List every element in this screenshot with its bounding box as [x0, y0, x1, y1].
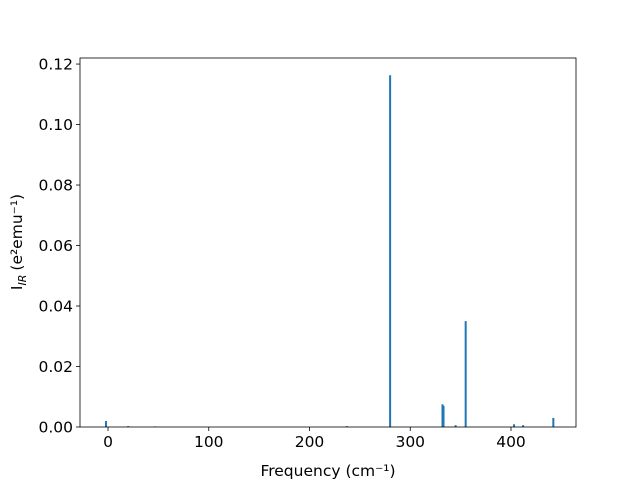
y-tick-label: 0.08	[38, 177, 73, 195]
bar	[513, 424, 516, 427]
bar	[522, 425, 525, 427]
y-label-base: I	[8, 286, 26, 291]
x-tick-label: 100	[194, 433, 224, 451]
y-tick-label: 0.12	[38, 56, 73, 74]
y-tick-label: 0.04	[38, 298, 73, 316]
bar	[552, 417, 555, 427]
x-axis-label: Frequency (cm⁻¹)	[260, 462, 395, 480]
y-tick-label: 0.02	[38, 358, 73, 376]
x-tick-label: 300	[395, 433, 425, 451]
y-label-unit: (e²emu⁻¹)	[8, 194, 26, 271]
plot-frame	[79, 57, 577, 428]
y-axis-label: IIR (e²emu⁻¹)	[8, 194, 29, 290]
x-tick-label: 0	[103, 433, 113, 451]
bar	[345, 426, 348, 427]
y-tick-label: 0.10	[38, 116, 73, 134]
x-tick-label: 400	[496, 433, 526, 451]
bar	[127, 426, 130, 427]
bar	[389, 75, 392, 427]
bar	[104, 420, 108, 427]
x-tick-label: 200	[295, 433, 325, 451]
bar	[454, 425, 457, 427]
y-tick-label: 0.00	[38, 419, 73, 437]
y-tick-label: 0.06	[38, 237, 73, 255]
bar	[442, 405, 445, 427]
y-label-subscript: IR	[16, 275, 29, 286]
bar	[464, 321, 467, 427]
